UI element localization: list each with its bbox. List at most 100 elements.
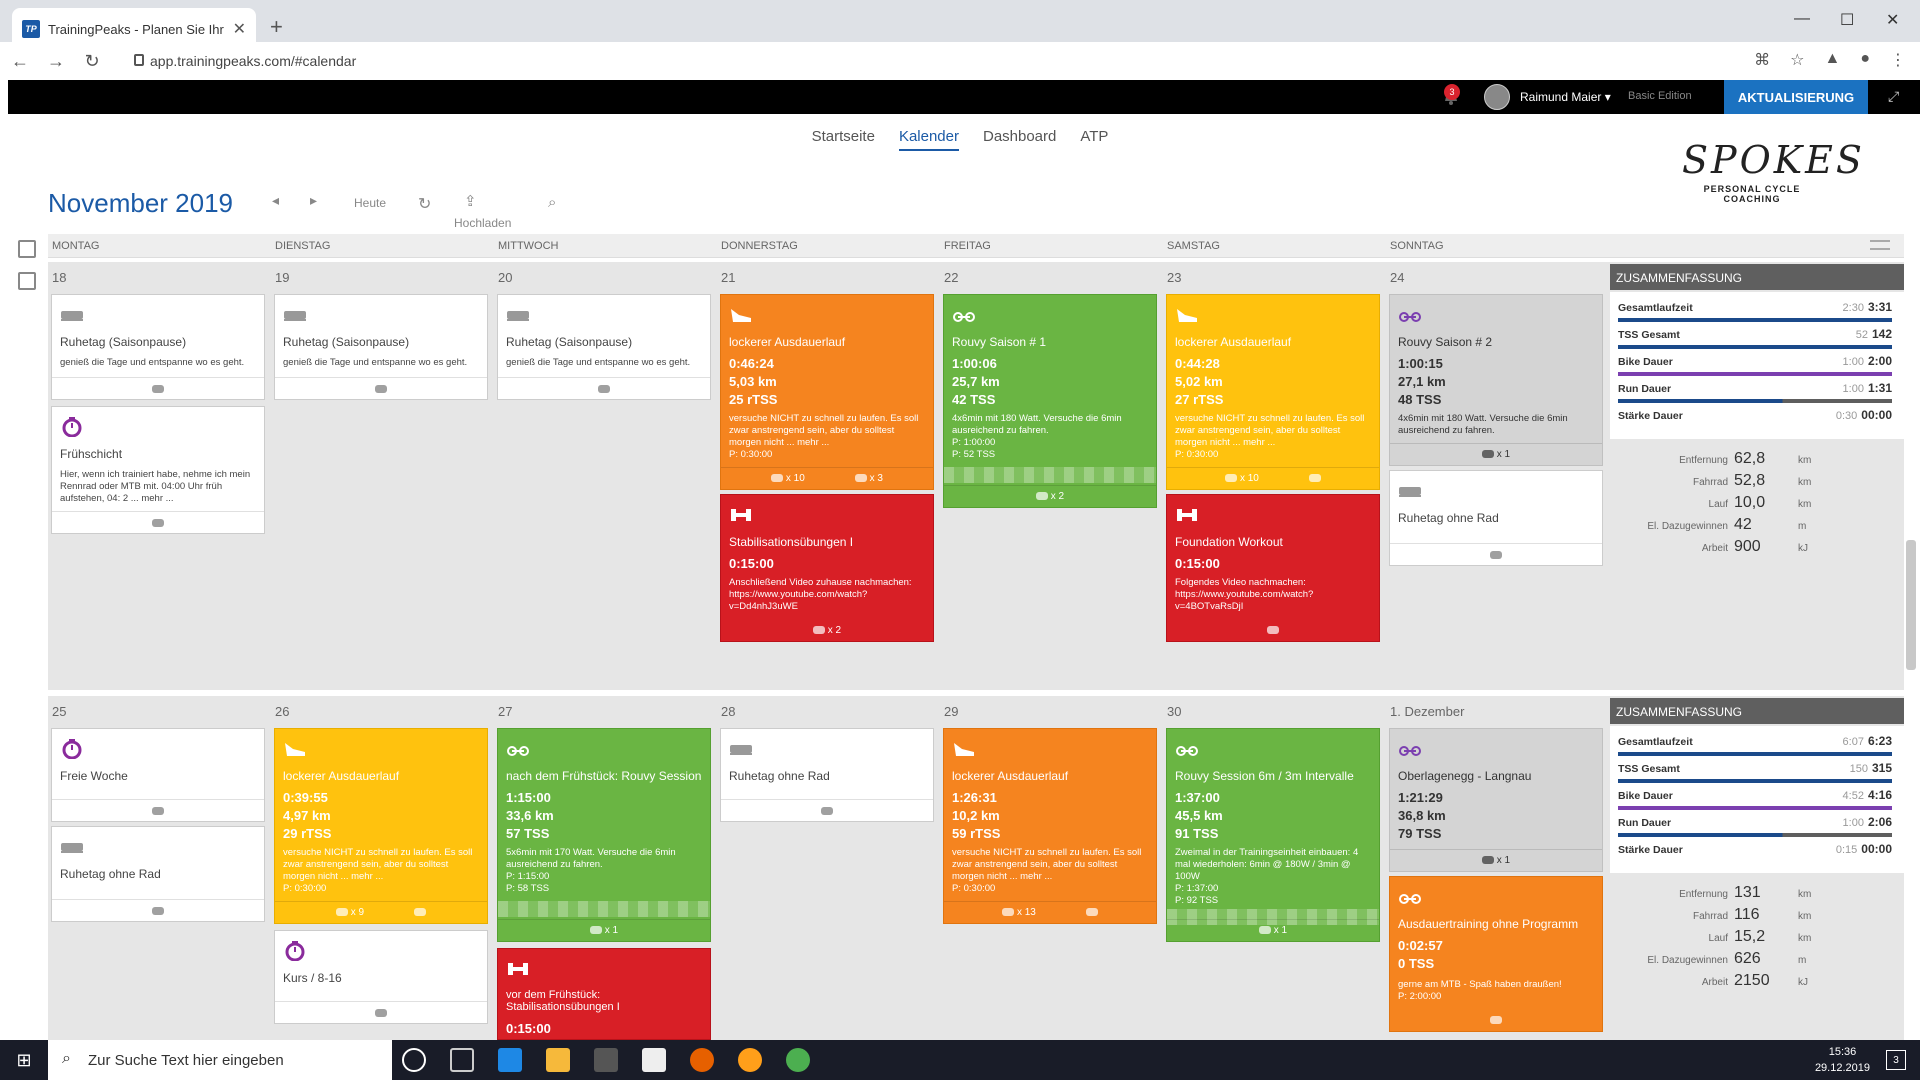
bookmark-star-icon[interactable]: ☆: [1790, 52, 1805, 69]
comments-count[interactable]: [414, 907, 427, 918]
comments-count[interactable]: x 1: [1258, 925, 1287, 936]
workout-card[interactable]: Rouvy Saison # 1 1:00:06 25,7 km 42 TSS …: [943, 294, 1157, 508]
workout-card[interactable]: Oberlagenegg - Langnau 1:21:29 36,8 km 7…: [1389, 728, 1603, 872]
workout-card[interactable]: Ruhetag (Saisonpause) genieß die Tage un…: [51, 294, 265, 400]
back-icon[interactable]: ←: [11, 50, 29, 71]
cortana-icon[interactable]: [402, 1048, 426, 1072]
workout-card[interactable]: Ruhetag ohne Rad: [720, 728, 934, 822]
menu-icon[interactable]: ⋮: [1890, 52, 1906, 69]
likes-count[interactable]: x 13: [1002, 907, 1036, 918]
maximize-icon[interactable]: ☐: [1840, 12, 1855, 29]
user-name[interactable]: Raimund Maier ▾: [1520, 90, 1611, 104]
workout-card[interactable]: Freie Woche: [51, 728, 265, 822]
app-icon[interactable]: [738, 1048, 762, 1072]
workout-card[interactable]: Ruhetag ohne Rad: [1389, 470, 1603, 566]
workout-card[interactable]: Stabilisationsübungen I 0:15:00 Anschlie…: [720, 494, 934, 642]
profile-icon[interactable]: ●: [1860, 50, 1870, 67]
expand-icon[interactable]: ⤢: [1888, 88, 1900, 104]
comment-icon[interactable]: [375, 1008, 387, 1017]
workout-card[interactable]: Rouvy Session 6m / 3m Intervalle 1:37:00…: [1166, 728, 1380, 942]
scrollbar[interactable]: [1906, 540, 1916, 670]
comment-icon[interactable]: [1490, 1016, 1502, 1024]
workout-card[interactable]: Frühschicht Hier, wenn ich trainiert hab…: [51, 406, 265, 534]
firefox-icon[interactable]: [690, 1048, 714, 1072]
extension-icon[interactable]: ▲: [1824, 50, 1841, 67]
workout-card[interactable]: Ruhetag ohne Rad: [51, 826, 265, 922]
system-clock[interactable]: 15:36 29.12.2019: [1815, 1044, 1870, 1076]
workout-card[interactable]: Rouvy Saison # 2 1:00:15 27,1 km 48 TSS …: [1389, 294, 1603, 466]
prev-month-icon[interactable]: ◂: [272, 192, 280, 208]
planned: 4:52: [1842, 790, 1864, 802]
card-desc: genieß die Tage und entspanne wo es geht…: [60, 357, 245, 368]
upload-label[interactable]: Hochladen: [454, 216, 512, 230]
comments-count[interactable]: x 1: [589, 925, 618, 936]
comments-count[interactable]: x 2: [812, 625, 841, 636]
comments-count[interactable]: x 3: [854, 473, 883, 484]
comment-icon[interactable]: [821, 806, 833, 815]
workout-card[interactable]: nach dem Frühstück: Rouvy Session 1:15:0…: [497, 728, 711, 942]
close-tab-icon[interactable]: ✕: [232, 21, 246, 38]
comment-icon[interactable]: [152, 384, 164, 393]
forward-icon[interactable]: →: [47, 50, 65, 71]
mail-icon[interactable]: [642, 1048, 666, 1072]
list-view-icon[interactable]: [1870, 240, 1890, 250]
comments-text: x 1: [1496, 855, 1511, 866]
nav-atp[interactable]: ATP: [1080, 128, 1109, 145]
upgrade-button[interactable]: AKTUALISIERUNG: [1724, 80, 1868, 114]
comments-count[interactable]: x 1: [1481, 449, 1510, 460]
workout-card[interactable]: Foundation Workout 0:15:00 Folgendes Vid…: [1166, 494, 1380, 642]
card-footer: x 9: [275, 901, 487, 923]
workout-card[interactable]: lockerer Ausdauerlauf 0:39:55 4,97 km 29…: [274, 728, 488, 924]
dist-unit: km: [1203, 374, 1223, 389]
workout-card[interactable]: Kurs / 8-16: [274, 930, 488, 1024]
nav-kalender[interactable]: Kalender: [898, 128, 959, 151]
task-view-icon[interactable]: [450, 1048, 474, 1072]
comments-count[interactable]: [1308, 473, 1321, 484]
comment-icon[interactable]: [152, 906, 164, 915]
card-title: Ruhetag (Saisonpause): [506, 335, 633, 349]
likes-count[interactable]: x 9: [335, 907, 364, 918]
url-field[interactable]: app.trainingpeaks.com/#calendar: [126, 46, 1716, 76]
taskbar-search[interactable]: ⌕ Zur Suche Text hier eingeben: [48, 1040, 392, 1080]
likes-count[interactable]: x 10: [1225, 473, 1259, 484]
comment-icon[interactable]: [375, 384, 387, 393]
chrome-icon[interactable]: [786, 1048, 810, 1072]
comment-icon[interactable]: [598, 384, 610, 393]
reload-icon[interactable]: ↻: [84, 50, 100, 71]
comment-icon[interactable]: [1267, 626, 1279, 634]
refresh-icon[interactable]: ↻: [418, 196, 432, 213]
workout-card[interactable]: lockerer Ausdauerlauf 1:26:31 10,2 km 59…: [943, 728, 1157, 924]
explorer-icon[interactable]: [546, 1048, 570, 1072]
workout-card[interactable]: Ruhetag (Saisonpause) genieß die Tage un…: [274, 294, 488, 400]
comment-icon[interactable]: [152, 806, 164, 815]
comment-icon[interactable]: [152, 518, 164, 527]
comments-count[interactable]: x 2: [1035, 491, 1064, 502]
nav-startseite[interactable]: Startseite: [811, 128, 875, 145]
windows-start-icon[interactable]: ⊞: [16, 1049, 32, 1070]
notes-icon[interactable]: [18, 272, 36, 290]
comments-count[interactable]: x 1: [1481, 855, 1511, 866]
likes-count[interactable]: x 10: [771, 473, 805, 484]
actual: 4:16: [1867, 788, 1892, 802]
nav-dashboard[interactable]: Dashboard: [982, 128, 1057, 145]
workout-card[interactable]: Ausdauertraining ohne Programm 0:02:57 0…: [1389, 876, 1603, 1032]
comments-count[interactable]: [1085, 907, 1098, 918]
next-month-icon[interactable]: ▸: [310, 192, 318, 208]
close-window-icon[interactable]: ✕: [1886, 12, 1900, 29]
notification-center-icon[interactable]: 3: [1886, 1050, 1906, 1070]
edge-icon[interactable]: [498, 1048, 522, 1072]
workout-card[interactable]: lockerer Ausdauerlauf 0:44:28 5,02 km 27…: [1166, 294, 1380, 490]
workout-card[interactable]: lockerer Ausdauerlauf 0:46:24 5,03 km 25…: [720, 294, 934, 490]
workout-card[interactable]: Ruhetag (Saisonpause) genieß die Tage un…: [497, 294, 711, 400]
minimize-icon[interactable]: —: [1794, 10, 1810, 27]
search-icon[interactable]: ⌕: [548, 194, 557, 211]
store-icon[interactable]: [594, 1048, 618, 1072]
today-button[interactable]: Heute: [354, 196, 387, 210]
upload-icon[interactable]: ⇪: [464, 193, 477, 210]
new-tab-icon[interactable]: +: [270, 14, 283, 39]
translate-icon[interactable]: ⌘: [1754, 52, 1771, 69]
avatar[interactable]: [1484, 84, 1510, 110]
comment-icon[interactable]: [1490, 550, 1502, 559]
workout-card[interactable]: vor dem Frühstück: Stabilisationsübungen…: [497, 948, 711, 1040]
library-icon[interactable]: [18, 240, 36, 258]
